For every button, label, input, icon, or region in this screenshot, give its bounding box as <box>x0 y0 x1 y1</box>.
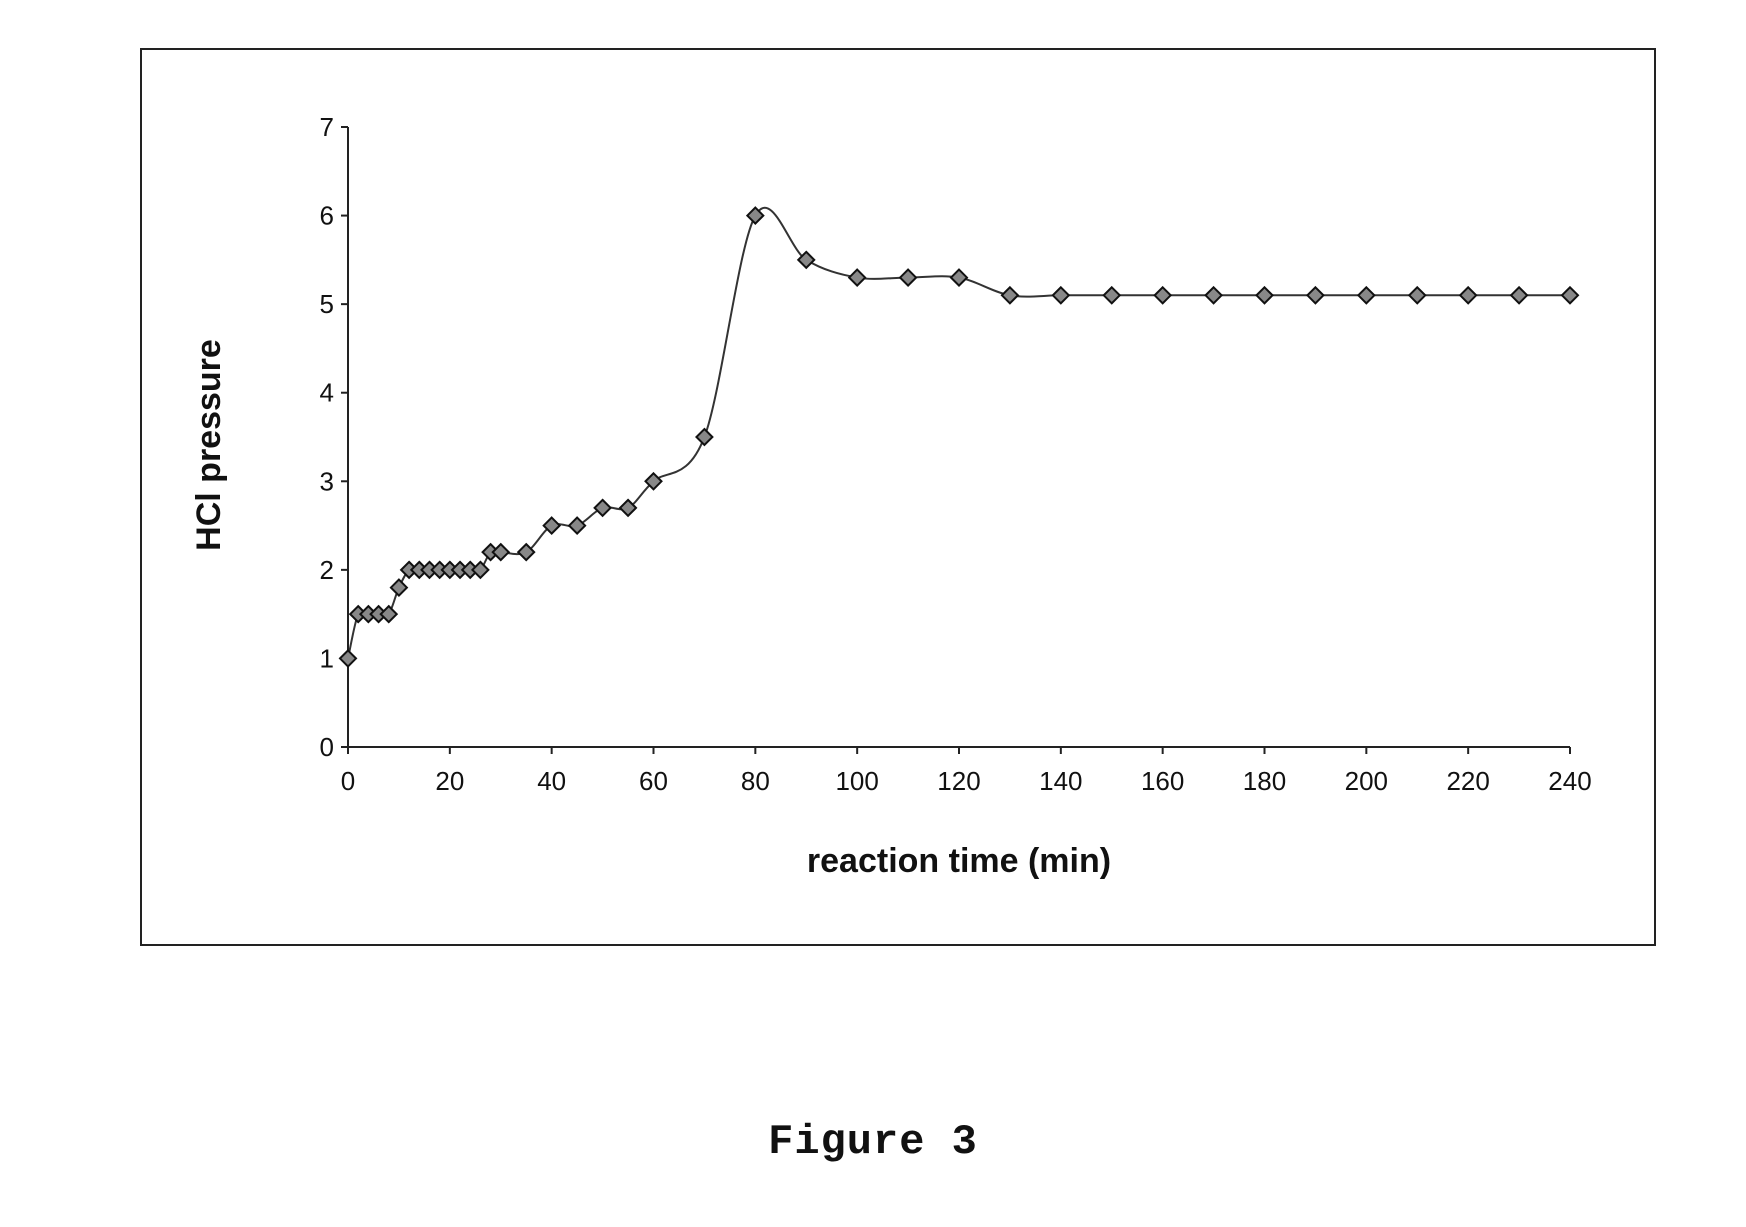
data-point-marker <box>1560 285 1580 305</box>
data-point-marker <box>1255 285 1274 305</box>
data-point-marker <box>389 578 409 597</box>
data-point-marker <box>567 516 587 535</box>
x-tick-label: 200 <box>1345 766 1388 796</box>
line-chart: 0 1 2 3 4 5 6 7 0 20 40 60 80 100 120 140 160 180 200 220 24… <box>190 112 1592 880</box>
data-point-marker <box>516 542 536 562</box>
x-tick-label: 180 <box>1243 766 1286 796</box>
y-tick-label: 0 <box>320 732 334 762</box>
data-point-marker <box>695 427 714 447</box>
figure-caption: Figure 3 <box>768 1118 978 1166</box>
x-tick-label: 0 <box>341 766 355 796</box>
data-point-marker <box>470 560 490 580</box>
data-point-marker <box>1407 285 1427 305</box>
data-point-marker <box>1356 285 1376 305</box>
x-tick-label: 160 <box>1141 766 1184 796</box>
data-point-marker <box>379 604 399 624</box>
data-point-marker <box>593 498 612 518</box>
data-point-marker <box>745 206 765 225</box>
data-point-marker <box>1051 285 1071 305</box>
data-point-marker <box>644 471 663 491</box>
x-tick-label: 20 <box>435 766 464 796</box>
data-point-marker <box>1306 285 1325 305</box>
data-point-marker <box>796 250 816 270</box>
x-tick-label: 60 <box>639 766 668 796</box>
y-tick-label: 7 <box>320 112 334 142</box>
data-point-marker <box>338 649 358 668</box>
x-tick-label: 240 <box>1548 766 1591 796</box>
data-point-marker <box>542 516 562 535</box>
x-tick-label: 80 <box>741 766 770 796</box>
data-point-marker <box>1102 285 1122 305</box>
axes <box>347 127 1570 748</box>
x-tick-label: 220 <box>1446 766 1489 796</box>
y-tick-label: 2 <box>320 555 334 585</box>
x-tick-label: 140 <box>1039 766 1082 796</box>
series-layer <box>338 206 1580 668</box>
y-tick-label: 3 <box>320 466 334 496</box>
x-tick-label: 40 <box>537 766 566 796</box>
y-axis-title: HCl pressure <box>190 339 228 551</box>
x-axis-title: reaction time (min) <box>807 842 1111 880</box>
y-tick-label: 5 <box>320 289 334 319</box>
data-point-marker <box>491 542 511 562</box>
data-point-marker <box>1204 285 1223 305</box>
y-tick-label: 4 <box>320 378 334 408</box>
data-point-marker <box>1509 285 1529 305</box>
data-point-marker <box>1000 285 1020 305</box>
data-point-marker <box>1153 285 1173 305</box>
x-tick-label: 120 <box>937 766 980 796</box>
y-tick-label: 1 <box>320 643 334 673</box>
data-point-marker <box>1458 285 1478 305</box>
x-tick-label: 100 <box>835 766 878 796</box>
y-tick-label: 6 <box>320 201 334 231</box>
data-point-marker <box>898 268 918 287</box>
data-point-marker <box>618 498 638 518</box>
ticks: 0 1 2 3 4 5 6 7 0 20 40 60 80 100 120 140 160 180 200 220 24… <box>320 112 1592 796</box>
data-point-marker <box>847 268 867 287</box>
chart-frame: 0 1 2 3 4 5 6 7 0 20 40 60 80 100 120 140 160 180 200 220 24… <box>140 48 1656 946</box>
data-point-marker <box>949 268 969 287</box>
